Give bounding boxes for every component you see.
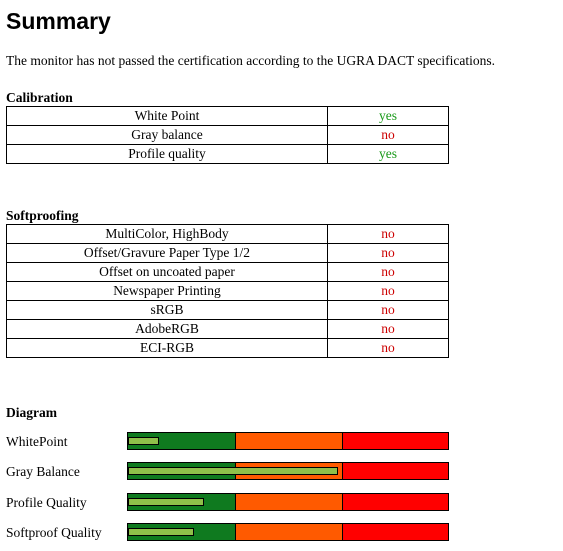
quality-indicator	[128, 437, 159, 445]
table-row: Gray balance no	[6, 125, 449, 145]
calibration-status: no	[327, 125, 449, 145]
quality-indicator	[128, 498, 204, 506]
quality-bar	[127, 493, 449, 511]
calibration-status: yes	[327, 106, 449, 126]
warning-zone	[236, 494, 343, 510]
table-row: Offset/Gravure Paper Type 1/2 no	[6, 243, 449, 263]
quality-bar	[127, 462, 449, 480]
softproofing-label: Newspaper Printing	[6, 281, 328, 301]
softproofing-status: no	[327, 338, 449, 358]
calibration-status: yes	[327, 144, 449, 164]
table-row: AdobeRGB no	[6, 319, 449, 339]
diagram-label: Gray Balance	[6, 464, 80, 479]
calibration-table: White Point yes Gray balance no Profile …	[6, 106, 449, 164]
table-row: Offset on uncoated paper no	[6, 262, 449, 282]
fail-zone	[343, 524, 448, 540]
table-row: Newspaper Printing no	[6, 281, 449, 301]
quality-bar	[127, 432, 449, 450]
diagram-label: Softproof Quality	[6, 525, 102, 540]
fail-zone	[343, 494, 448, 510]
table-row: ECI-RGB no	[6, 338, 449, 358]
warning-zone	[236, 433, 343, 449]
softproofing-label: ECI-RGB	[6, 338, 328, 358]
softproofing-heading: Softproofing	[6, 208, 79, 223]
calibration-label: Profile quality	[6, 144, 328, 164]
table-row: sRGB no	[6, 300, 449, 320]
calibration-label: Gray balance	[6, 125, 328, 145]
warning-zone	[236, 524, 343, 540]
table-row: White Point yes	[6, 106, 449, 126]
softproofing-status: no	[327, 300, 449, 320]
softproofing-status: no	[327, 319, 449, 339]
softproofing-status: no	[327, 224, 449, 244]
diagram-heading: Diagram	[6, 405, 57, 420]
quality-indicator	[128, 528, 194, 536]
softproofing-status: no	[327, 262, 449, 282]
diagram-label: WhitePoint	[6, 434, 68, 449]
calibration-heading: Calibration	[6, 90, 73, 105]
certification-result-text: The monitor has not passed the certifica…	[6, 53, 496, 68]
softproofing-label: Offset on uncoated paper	[6, 262, 328, 282]
softproofing-label: Offset/Gravure Paper Type 1/2	[6, 243, 328, 263]
softproofing-label: AdobeRGB	[6, 319, 328, 339]
diagram-label: Profile Quality	[6, 495, 87, 510]
page-title: Summary	[6, 8, 111, 34]
softproofing-table: MultiColor, HighBody no Offset/Gravure P…	[6, 224, 449, 358]
softproofing-status: no	[327, 243, 449, 263]
fail-zone	[343, 433, 448, 449]
table-row: Profile quality yes	[6, 144, 449, 164]
softproofing-label: sRGB	[6, 300, 328, 320]
quality-bar	[127, 523, 449, 541]
table-row: MultiColor, HighBody no	[6, 224, 449, 244]
fail-zone	[343, 463, 448, 479]
softproofing-status: no	[327, 281, 449, 301]
quality-indicator	[128, 467, 338, 475]
softproofing-label: MultiColor, HighBody	[6, 224, 328, 244]
calibration-label: White Point	[6, 106, 328, 126]
